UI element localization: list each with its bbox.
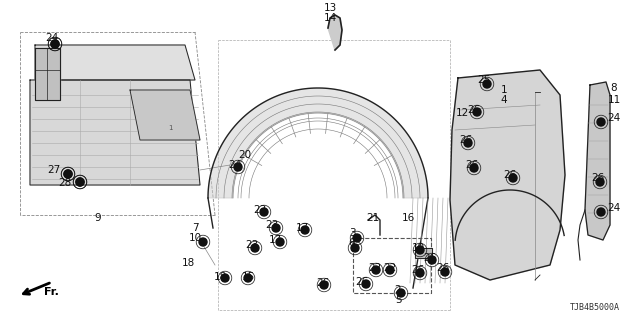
Circle shape bbox=[64, 170, 72, 178]
Text: 10: 10 bbox=[188, 233, 202, 243]
Text: 18: 18 bbox=[213, 272, 227, 282]
Text: 18: 18 bbox=[181, 258, 195, 268]
Circle shape bbox=[260, 208, 268, 216]
Text: 7: 7 bbox=[192, 223, 198, 233]
Text: 17: 17 bbox=[296, 223, 308, 233]
Polygon shape bbox=[35, 45, 195, 80]
Text: 26: 26 bbox=[591, 173, 605, 183]
Text: 20: 20 bbox=[239, 150, 252, 160]
Text: 25: 25 bbox=[477, 75, 491, 85]
Text: 27: 27 bbox=[47, 165, 61, 175]
Text: 3: 3 bbox=[349, 228, 355, 238]
Polygon shape bbox=[585, 82, 610, 240]
Text: 16: 16 bbox=[401, 213, 415, 223]
Circle shape bbox=[428, 256, 436, 264]
Circle shape bbox=[272, 224, 280, 232]
Polygon shape bbox=[30, 80, 200, 185]
Text: 24: 24 bbox=[228, 160, 242, 170]
Circle shape bbox=[51, 40, 59, 48]
Text: 26: 26 bbox=[412, 265, 424, 275]
Circle shape bbox=[221, 274, 229, 282]
Text: 14: 14 bbox=[323, 13, 337, 23]
Text: 24: 24 bbox=[45, 33, 59, 43]
Polygon shape bbox=[35, 48, 60, 100]
Circle shape bbox=[470, 164, 478, 172]
Text: 26: 26 bbox=[467, 105, 481, 115]
Circle shape bbox=[320, 281, 328, 289]
Text: 28: 28 bbox=[58, 178, 72, 188]
Circle shape bbox=[76, 178, 84, 186]
Text: 23: 23 bbox=[266, 220, 278, 230]
Text: 26: 26 bbox=[355, 277, 369, 287]
Circle shape bbox=[244, 274, 252, 282]
Text: 23: 23 bbox=[253, 205, 267, 215]
Text: 2: 2 bbox=[395, 285, 401, 295]
Polygon shape bbox=[130, 90, 200, 140]
Text: 19: 19 bbox=[412, 243, 424, 253]
Circle shape bbox=[597, 208, 605, 216]
Circle shape bbox=[597, 118, 605, 126]
Text: 8: 8 bbox=[611, 83, 618, 93]
Circle shape bbox=[276, 238, 284, 246]
Text: 22: 22 bbox=[383, 263, 397, 273]
Circle shape bbox=[301, 226, 309, 234]
Polygon shape bbox=[208, 88, 428, 198]
Text: 5: 5 bbox=[395, 295, 401, 305]
Circle shape bbox=[473, 108, 481, 116]
Text: 12: 12 bbox=[456, 108, 468, 118]
Circle shape bbox=[416, 246, 424, 254]
Circle shape bbox=[51, 40, 59, 48]
Text: 9: 9 bbox=[95, 213, 101, 223]
Circle shape bbox=[199, 238, 207, 246]
Text: 26: 26 bbox=[465, 160, 479, 170]
Polygon shape bbox=[450, 70, 565, 280]
Circle shape bbox=[386, 266, 394, 274]
Text: 17: 17 bbox=[268, 235, 282, 245]
Circle shape bbox=[251, 244, 259, 252]
Circle shape bbox=[351, 244, 359, 252]
Text: 13: 13 bbox=[323, 3, 337, 13]
Text: 26: 26 bbox=[504, 170, 516, 180]
Circle shape bbox=[372, 266, 380, 274]
Text: 1: 1 bbox=[168, 125, 172, 131]
Circle shape bbox=[416, 269, 424, 277]
Circle shape bbox=[234, 163, 242, 171]
Circle shape bbox=[596, 178, 604, 186]
Circle shape bbox=[464, 139, 472, 147]
Text: 6: 6 bbox=[349, 238, 355, 248]
Circle shape bbox=[509, 174, 517, 182]
Circle shape bbox=[397, 289, 405, 297]
Text: 26: 26 bbox=[316, 278, 330, 288]
Polygon shape bbox=[415, 248, 432, 258]
Text: 26: 26 bbox=[460, 135, 472, 145]
Text: 1: 1 bbox=[500, 85, 508, 95]
Text: 4: 4 bbox=[500, 95, 508, 105]
Text: 26: 26 bbox=[424, 253, 436, 263]
Circle shape bbox=[64, 170, 72, 178]
Text: 26: 26 bbox=[436, 263, 450, 273]
Circle shape bbox=[76, 178, 84, 186]
Circle shape bbox=[362, 280, 370, 288]
Bar bbox=[353, 238, 431, 293]
Text: 15: 15 bbox=[241, 272, 255, 282]
Polygon shape bbox=[328, 15, 342, 50]
Text: 24: 24 bbox=[607, 113, 621, 123]
Text: Fr.: Fr. bbox=[44, 287, 59, 297]
Circle shape bbox=[441, 268, 449, 276]
Text: 21: 21 bbox=[366, 213, 380, 223]
Text: 11: 11 bbox=[607, 95, 621, 105]
Circle shape bbox=[353, 234, 361, 242]
Text: 24: 24 bbox=[607, 203, 621, 213]
Text: TJB4B5000A: TJB4B5000A bbox=[570, 303, 620, 312]
Circle shape bbox=[483, 80, 491, 88]
Text: 22: 22 bbox=[369, 263, 381, 273]
Text: 23: 23 bbox=[245, 240, 259, 250]
